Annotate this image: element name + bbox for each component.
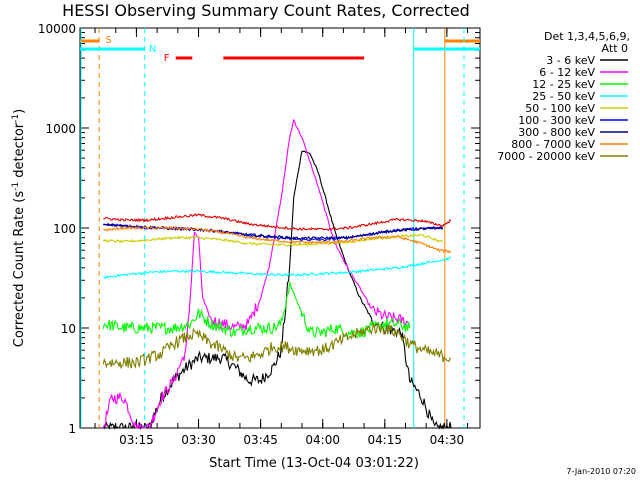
series-line: [102, 322, 452, 369]
x-tick-label: 03:30: [181, 433, 216, 447]
legend-entry-label: 25 - 50 keV: [532, 90, 595, 103]
legend-entry-label: 800 - 7000 keV: [511, 138, 595, 151]
legend-entry-label: 50 - 100 keV: [525, 102, 595, 115]
series-line: [102, 118, 410, 430]
footer-date: 7-Jan-2010 07:20: [566, 467, 636, 476]
series-line: [102, 225, 452, 254]
legend-entry-label: 100 - 300 keV: [518, 114, 595, 127]
series-line: [102, 256, 452, 280]
series-line: [102, 150, 452, 431]
series-line: [102, 281, 411, 339]
x-tick-label: 04:15: [367, 433, 402, 447]
series-line: [102, 233, 444, 247]
series-line: [103, 213, 451, 231]
legend-header-line1: Det 1,3,4,5,6,9,: [544, 30, 630, 43]
legend-header-line2: Att 0: [602, 42, 628, 55]
x-tick-label: 03:45: [243, 433, 278, 447]
flare-flag-label: F: [164, 53, 170, 64]
y-axis-label: Corrected Count Rate (s-1 detector-1): [11, 109, 27, 347]
x-axis-label: Start Time (13-Oct-04 03:01:22): [209, 456, 419, 471]
legend-entry-label: 3 - 6 keV: [546, 54, 595, 67]
y-tick-label: 1000: [45, 122, 76, 136]
y-tick-label: 10000: [38, 22, 76, 36]
night-flag-label: N: [149, 44, 156, 55]
x-tick-label: 04:00: [305, 433, 340, 447]
legend-entry-label: 6 - 12 keV: [539, 66, 595, 79]
x-tick-label: 03:15: [119, 433, 154, 447]
legend-entry-label: 7000 - 20000 keV: [497, 150, 595, 163]
series-group: [102, 118, 452, 431]
y-tick-label: 1: [68, 422, 76, 436]
y-tick-label: 10: [61, 322, 76, 336]
saa-flag-label: S: [105, 35, 111, 46]
legend-entry-label: 300 - 800 keV: [518, 126, 595, 139]
legend-entry-label: 12 - 25 keV: [532, 78, 595, 91]
x-axis: 03:15 03:30 03:45 04:00 04:15 04:30: [94, 28, 469, 447]
y-tick-label: 100: [53, 222, 76, 236]
chart-title: HESSI Observing Summary Count Rates, Cor…: [62, 1, 470, 20]
x-tick-label: 04:30: [430, 433, 465, 447]
